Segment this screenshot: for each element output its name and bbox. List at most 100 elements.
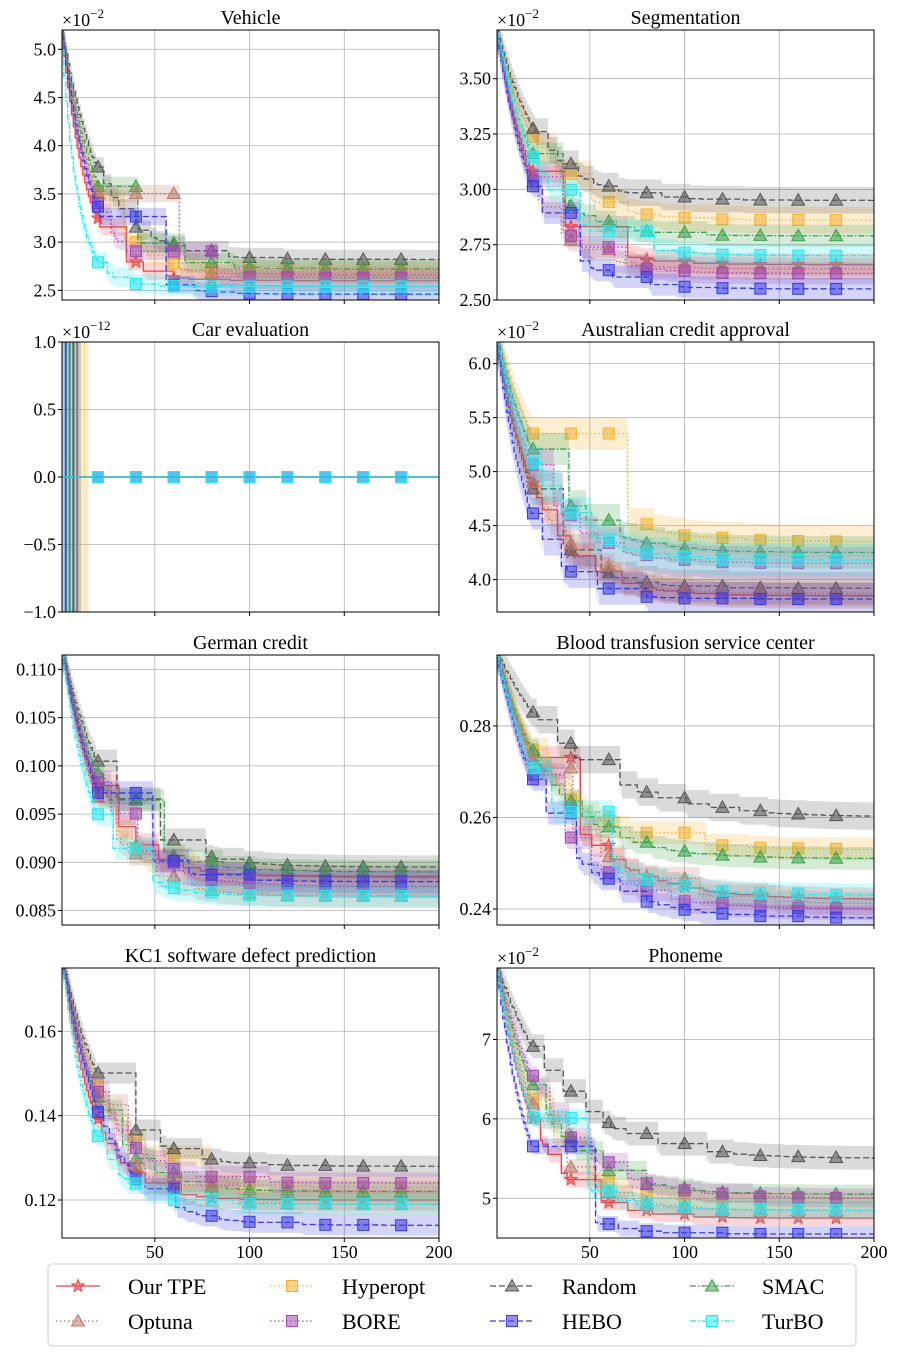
series-marker xyxy=(204,1151,220,1165)
series-marker xyxy=(792,1204,805,1217)
series-band xyxy=(62,655,439,879)
y-tick-label: 0.110 xyxy=(16,659,56,679)
series-marker xyxy=(830,911,843,924)
series-marker xyxy=(317,1157,333,1171)
series-marker xyxy=(564,1140,577,1153)
series-band xyxy=(62,968,439,1177)
series-marker xyxy=(678,264,691,277)
series-line xyxy=(62,35,439,279)
series-line xyxy=(498,968,874,1159)
series-marker xyxy=(716,884,729,897)
axes-frame xyxy=(61,654,440,926)
series-marker xyxy=(602,1184,615,1197)
series-marker xyxy=(319,875,332,888)
series-marker xyxy=(792,1191,805,1204)
series-marker xyxy=(640,208,653,221)
series-marker xyxy=(790,228,806,242)
series-marker xyxy=(715,847,730,861)
series-marker xyxy=(205,245,218,258)
x-tick-label: 150 xyxy=(331,1242,358,1262)
series-marker xyxy=(395,1219,408,1232)
series-marker xyxy=(792,267,805,280)
panel-title: German credit xyxy=(193,632,308,654)
panel-title: Australian credit approval xyxy=(581,319,790,341)
series-marker xyxy=(319,471,332,483)
legend-marker xyxy=(504,1278,520,1292)
series-marker xyxy=(828,1149,844,1164)
series-marker xyxy=(167,854,180,867)
series-marker xyxy=(754,1190,767,1203)
series-marker xyxy=(167,245,180,258)
series-marker xyxy=(526,180,539,193)
series-marker xyxy=(243,889,256,902)
series-line xyxy=(498,342,874,561)
plot-area xyxy=(497,968,874,1238)
series-marker xyxy=(357,1218,370,1231)
y-tick-label: 5.0 xyxy=(34,39,57,59)
y-tick-label: 2.50 xyxy=(460,290,492,310)
y-tick-label: 0.14 xyxy=(25,1106,57,1126)
series-marker xyxy=(129,786,142,799)
series-marker xyxy=(601,178,617,192)
series-marker xyxy=(716,1203,729,1216)
legend-marker xyxy=(70,1278,86,1293)
series-marker xyxy=(792,213,805,226)
y-tick-label: 7 xyxy=(482,1029,491,1049)
series-marker xyxy=(830,888,843,901)
series-line xyxy=(498,342,874,554)
series-marker xyxy=(715,799,730,813)
series-marker xyxy=(129,245,142,258)
series-marker xyxy=(525,481,541,495)
series-marker xyxy=(640,518,653,531)
y-tick-label: 0.24 xyxy=(460,899,492,919)
y-tick-label: 4.0 xyxy=(34,136,57,156)
y-tick-label: 3.0 xyxy=(34,232,57,252)
series-marker xyxy=(716,907,729,920)
series-marker xyxy=(564,565,577,578)
series-band xyxy=(497,968,874,1212)
series-line xyxy=(63,655,439,868)
x-tick-label: 50 xyxy=(581,1242,599,1262)
series-marker xyxy=(563,749,579,764)
series-marker xyxy=(563,760,579,774)
series-marker xyxy=(243,1215,256,1228)
series-marker xyxy=(640,547,653,560)
series-marker xyxy=(830,1191,843,1204)
series-marker xyxy=(754,887,767,900)
series-line xyxy=(63,968,439,1188)
series-marker xyxy=(281,875,294,888)
series-marker xyxy=(526,762,539,775)
series-marker xyxy=(395,471,408,483)
chart-panel: 5 6 7 50 100 150 200 Phoneme ×10−2 xyxy=(482,944,888,1262)
legend-marker xyxy=(706,1315,718,1327)
series-marker xyxy=(564,206,577,219)
y-tick-label: 3.25 xyxy=(460,124,492,144)
axis-exponent: ×10−2 xyxy=(497,6,539,30)
series-marker xyxy=(790,1149,806,1163)
y-tick-label: 3.50 xyxy=(460,69,492,89)
series-marker xyxy=(716,248,729,261)
series-marker xyxy=(602,872,615,885)
series-band xyxy=(497,655,874,861)
series-marker xyxy=(677,1136,692,1150)
axis-exponent: ×10−2 xyxy=(62,6,104,30)
series-marker xyxy=(716,592,729,605)
series-marker xyxy=(601,558,617,572)
series-marker xyxy=(677,790,692,804)
axis-exponent: ×10−12 xyxy=(62,318,111,342)
series-marker xyxy=(355,1183,371,1197)
series-marker xyxy=(601,837,617,852)
series-marker xyxy=(280,1183,295,1197)
series-marker xyxy=(128,1122,144,1136)
series-line xyxy=(497,655,874,896)
panel-title: Segmentation xyxy=(631,7,741,29)
series-marker xyxy=(393,1158,409,1172)
y-tick-label: 0.085 xyxy=(16,901,57,921)
legend-label: SMAC xyxy=(762,1274,824,1299)
y-tick-label: 2.5 xyxy=(34,280,57,300)
series-marker xyxy=(167,471,180,483)
series-band xyxy=(497,968,874,1170)
series-marker xyxy=(167,257,180,270)
series-marker xyxy=(830,593,843,606)
